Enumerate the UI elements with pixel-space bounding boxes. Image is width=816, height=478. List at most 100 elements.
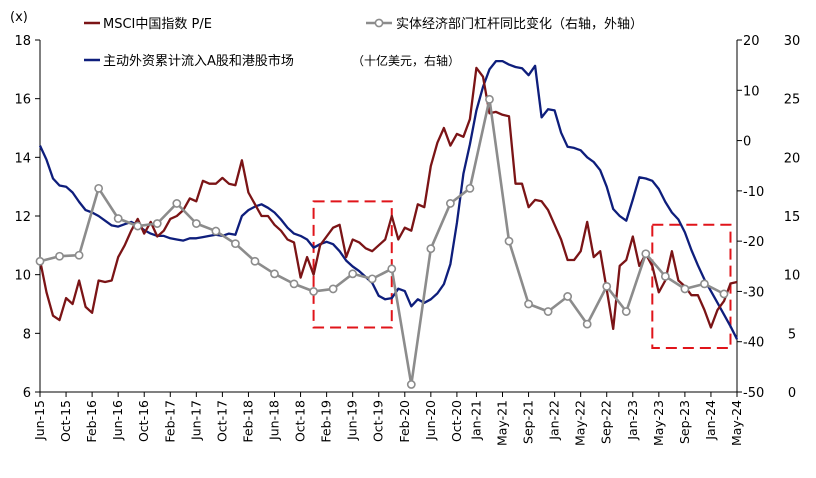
right-inner-axis-tick-label: -50 <box>743 386 764 401</box>
left-axis-tick-label: 12 <box>14 210 31 225</box>
x-axis-tick-label: Sep-21 <box>521 400 536 444</box>
series-point <box>35 256 45 266</box>
series-1 <box>35 94 729 389</box>
series-point <box>74 250 84 260</box>
series-point <box>621 307 631 316</box>
x-axis-tick-label: Oct-16 <box>136 400 151 442</box>
x-axis-tick-label: Jun-19 <box>345 400 360 441</box>
x-axis-tick-label: Jun-16 <box>110 400 125 441</box>
series-point <box>700 279 709 289</box>
series-point <box>563 292 573 301</box>
x-axis-tick-label: Feb-17 <box>162 400 177 443</box>
series-point <box>328 284 338 294</box>
x-axis-tick-label: Jan-23 <box>625 400 640 441</box>
series-point <box>270 269 279 279</box>
x-axis-tick-label: May-24 <box>729 400 744 446</box>
unit-label: (x) <box>10 10 28 25</box>
x-axis-tick-label: Oct-20 <box>449 400 464 442</box>
series-point <box>582 319 592 329</box>
x-axis-tick-label: Sep-23 <box>677 400 692 444</box>
left-axis-tick-label: 18 <box>14 34 31 49</box>
series-point <box>406 380 416 389</box>
series-point <box>250 256 260 266</box>
x-axis-tick-label: Oct-19 <box>371 400 386 442</box>
right-inner-axis-tick-label: -10 <box>743 185 764 200</box>
series-point <box>387 264 397 274</box>
x-axis-tick-label: Jun-17 <box>188 400 203 441</box>
x-axis-tick-label: Feb-19 <box>319 400 334 443</box>
left-axis-tick-label: 10 <box>14 269 31 284</box>
series-point <box>113 214 123 223</box>
right-inner-axis-tick-label: 10 <box>743 84 760 99</box>
series-2 <box>38 59 739 340</box>
x-axis-tick-label: Jun-15 <box>32 400 47 441</box>
legend-marker-leverage <box>374 18 384 28</box>
series-point <box>602 281 612 291</box>
series-point <box>152 219 162 228</box>
series-point <box>543 307 553 316</box>
legend-note-flow-unit: （十亿美元，右轴） <box>352 53 460 68</box>
series-point <box>641 249 651 259</box>
x-axis-tick-label: May-21 <box>494 400 509 446</box>
right-outer-axis-tick-label: 0 <box>788 386 796 401</box>
series-point <box>191 219 201 228</box>
right-outer-axis-tick-label: 20 <box>784 151 801 166</box>
left-axis-tick-label: 6 <box>23 386 31 401</box>
series-point <box>485 94 494 104</box>
series-line <box>38 66 738 331</box>
series-lines <box>35 59 739 389</box>
series-point <box>55 251 64 261</box>
x-axis-tick-label: Oct-15 <box>58 400 73 442</box>
series-point <box>367 274 377 284</box>
series-point <box>504 236 514 246</box>
series-point <box>445 199 455 208</box>
left-axis-tick-label: 8 <box>23 327 31 342</box>
right-outer-axis-tick-label: 10 <box>784 269 801 284</box>
x-axis-tick-label: Jan-22 <box>547 400 562 441</box>
x-axis-tick-label: May-22 <box>573 400 588 446</box>
axes: (x) 6 8 10 12 14 16 18 -50 -40 -30 -20 -10 0 10 20 0 5 10 1… <box>10 10 800 446</box>
x-axis-tick-label: Sep-22 <box>599 400 614 444</box>
series-point <box>524 299 533 309</box>
series-point <box>289 279 299 289</box>
x-axis-tick-label: Feb-16 <box>84 400 99 443</box>
right-inner-axis-tick-label: -20 <box>743 235 764 250</box>
right-outer-axis-tick-label: 30 <box>784 34 801 49</box>
x-axis-tick-label: Feb-20 <box>397 400 412 443</box>
series-point <box>348 269 358 279</box>
x-axis-tick-label: May-23 <box>651 400 666 446</box>
series-point <box>660 271 670 281</box>
series-point <box>94 183 104 193</box>
x-axis-tick-label: Jan-21 <box>468 400 483 441</box>
series-point <box>231 239 240 249</box>
series-point <box>309 287 318 296</box>
right-inner-axis-tick-label: -30 <box>743 285 764 300</box>
dashed-highlight-box <box>312 200 393 329</box>
series-point <box>133 221 143 231</box>
left-axis-tick-label: 14 <box>14 151 31 166</box>
x-axis-tick-label: Oct-17 <box>214 400 229 442</box>
x-axis-tick-label: Oct-18 <box>293 400 308 442</box>
series-point <box>211 226 221 236</box>
right-inner-axis-tick-label: 20 <box>743 34 760 49</box>
series-0 <box>38 66 738 331</box>
left-axis-tick-label: 16 <box>14 93 31 108</box>
x-axis-tick-label: Jun-18 <box>267 400 282 441</box>
series-point <box>465 183 475 193</box>
x-axis-tick-label: Feb-18 <box>240 400 255 443</box>
right-outer-axis-tick-label: 25 <box>784 93 801 108</box>
series-point <box>172 199 182 208</box>
x-axis-tick-label: Jan-24 <box>703 400 718 441</box>
legend-label-leverage: 实体经济部门杠杆同比变化（右轴，外轴） <box>396 16 643 32</box>
right-outer-axis-tick-label: 5 <box>788 327 796 342</box>
right-inner-axis-tick-label: 0 <box>743 135 751 150</box>
series-point <box>426 244 436 254</box>
legend-label-pe: MSCI中国指数 P/E <box>103 17 212 32</box>
legend-label-flow: 主动外资累计流入A股和港股市场 <box>103 53 294 69</box>
series-point <box>680 284 690 294</box>
right-outer-axis-tick-label: 15 <box>784 210 801 225</box>
series-point <box>719 289 729 299</box>
right-inner-axis-tick-label: -40 <box>743 336 764 351</box>
series-line <box>38 59 739 340</box>
